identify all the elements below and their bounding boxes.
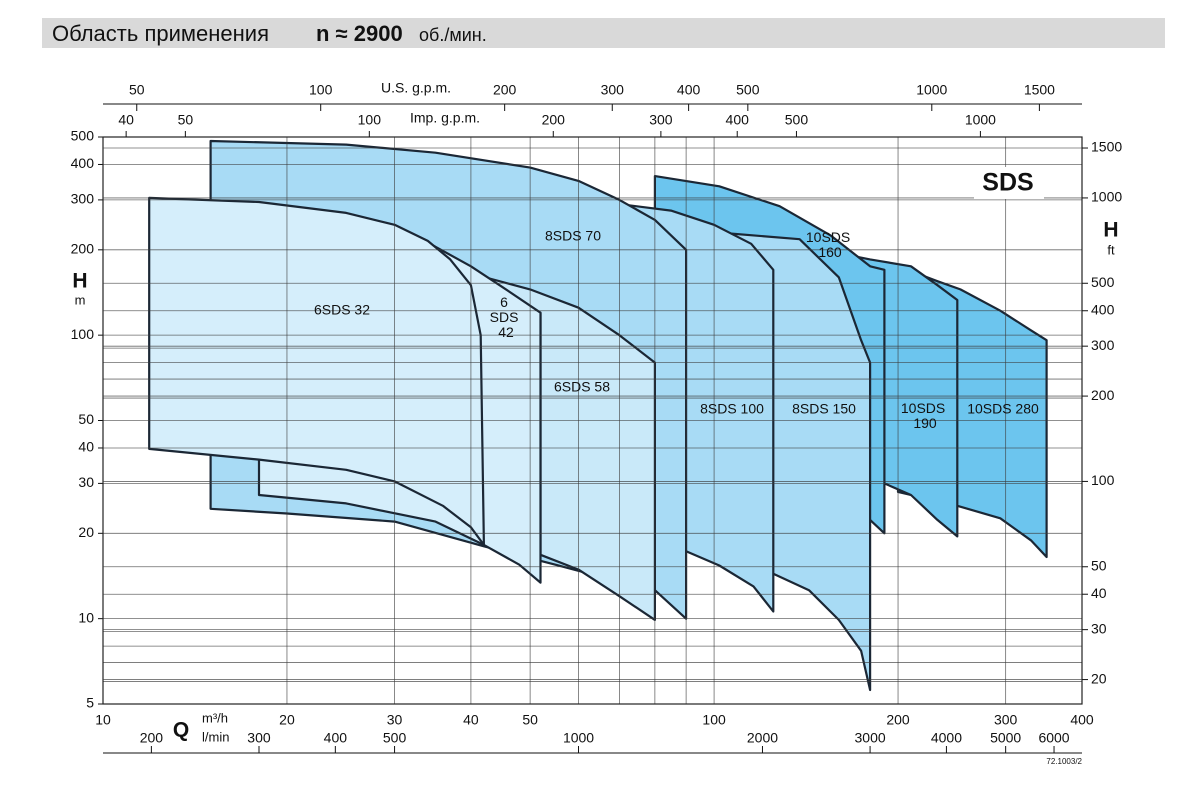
labels: 10SDS 280 10SDS 190 10SDS 160 8SDS 150 8SDS … [71,80,1123,766]
y-tick-label: 40 [78,439,94,455]
lmin-tick-label: 300 [247,730,271,746]
us-gpm-axis-label: U.S. g.p.m. [381,80,451,96]
y-axis-label: H [72,270,87,293]
header-speed: n ≈ 2900 [316,21,403,46]
region-label: 8SDS 150 [792,401,856,417]
ft-tick-label: 200 [1091,387,1115,403]
title-background [974,167,1044,199]
x-tick-label: 40 [463,712,479,728]
ft-tick-label: 100 [1091,472,1115,488]
lmin-tick-label: 1000 [563,730,594,746]
region-label: 8SDS 70 [545,228,601,244]
y-tick-label: 200 [71,241,95,257]
ft-tick-label: 400 [1091,301,1115,317]
grid [98,103,1088,754]
ft-axis-label: H [1103,219,1118,242]
region-label: 6 SDS 42 [490,294,523,340]
header-bar [42,18,1165,48]
region-label: 6SDS 58 [554,379,610,395]
us-gpm-tick-label: 300 [601,82,625,98]
ft-axis-unit: ft [1107,242,1115,257]
y-tick-label: 30 [78,474,94,490]
imp-gpm-tick-label: 50 [178,112,194,128]
ft-tick-label: 1500 [1091,139,1122,155]
us-gpm-tick-label: 100 [309,82,333,98]
region-label: 10SDS 280 [967,401,1039,417]
x-tick-label: 10 [95,712,111,728]
chart-title: SDS [982,169,1033,197]
ft-tick-label: 40 [1091,585,1107,601]
y-tick-label: 20 [78,524,94,540]
y-tick-label: 5 [86,695,94,711]
ft-tick-label: 500 [1091,274,1115,290]
y-tick-label: 300 [71,191,95,207]
x-axis-unit: m³/h [202,710,228,725]
imp-gpm-tick-label: 300 [649,112,673,128]
ft-tick-label: 30 [1091,620,1107,636]
ft-tick-label: 1000 [1091,189,1122,205]
us-gpm-tick-label: 400 [677,82,701,98]
regions [148,139,1048,692]
x-tick-label: 300 [994,712,1018,728]
us-gpm-tick-label: 200 [493,82,517,98]
header-unit: об./мин. [419,25,487,45]
x-tick-label: 200 [886,712,910,728]
imp-gpm-tick-label: 200 [542,112,566,128]
y-tick-label: 100 [71,326,95,342]
us-gpm-tick-label: 1500 [1024,82,1055,98]
lmin-axis-label: l/min [202,729,229,744]
x-tick-label: 20 [279,712,295,728]
lmin-tick-label: 4000 [931,730,962,746]
y-tick-label: 10 [78,609,94,625]
ft-tick-label: 300 [1091,337,1115,353]
imp-gpm-tick-label: 40 [118,112,134,128]
pump-region [148,196,485,546]
us-gpm-tick-label: 50 [129,82,145,98]
note: 72.1003/2 [1046,757,1082,766]
y-tick-label: 400 [71,155,95,171]
imp-gpm-tick-label: 1000 [965,112,996,128]
region-label: 6SDS 32 [314,302,370,318]
region-label: 8SDS 100 [700,401,764,417]
x-tick-label: 100 [702,712,726,728]
lmin-tick-label: 2000 [747,730,778,746]
us-gpm-tick-label: 1000 [916,82,947,98]
x-axis-label: Q [173,719,189,742]
us-gpm-tick-label: 500 [736,82,760,98]
imp-gpm-tick-label: 400 [726,112,750,128]
header-title: Область применения [52,21,269,46]
x-tick-label: 30 [387,712,403,728]
region-label: 10SDS 160 [806,229,854,260]
lmin-tick-label: 6000 [1038,730,1069,746]
imp-gpm-tick-label: 100 [358,112,382,128]
lmin-tick-label: 500 [383,730,407,746]
region-label: 10SDS 190 [901,400,949,431]
y-tick-label: 50 [78,411,94,427]
ft-tick-label: 20 [1091,670,1107,686]
lmin-tick-label: 200 [140,730,164,746]
ft-tick-label: 50 [1091,557,1107,573]
x-tick-label: 50 [522,712,538,728]
imp-gpm-axis-label: Imp. g.p.m. [410,110,480,126]
lmin-tick-label: 400 [324,730,348,746]
lmin-tick-label: 3000 [855,730,886,746]
y-tick-label: 500 [71,128,95,144]
imp-gpm-tick-label: 500 [785,112,809,128]
y-axis-unit: m [75,292,86,307]
x-tick-label: 400 [1070,712,1094,728]
plot-frame [102,136,1083,705]
lmin-tick-label: 5000 [990,730,1021,746]
